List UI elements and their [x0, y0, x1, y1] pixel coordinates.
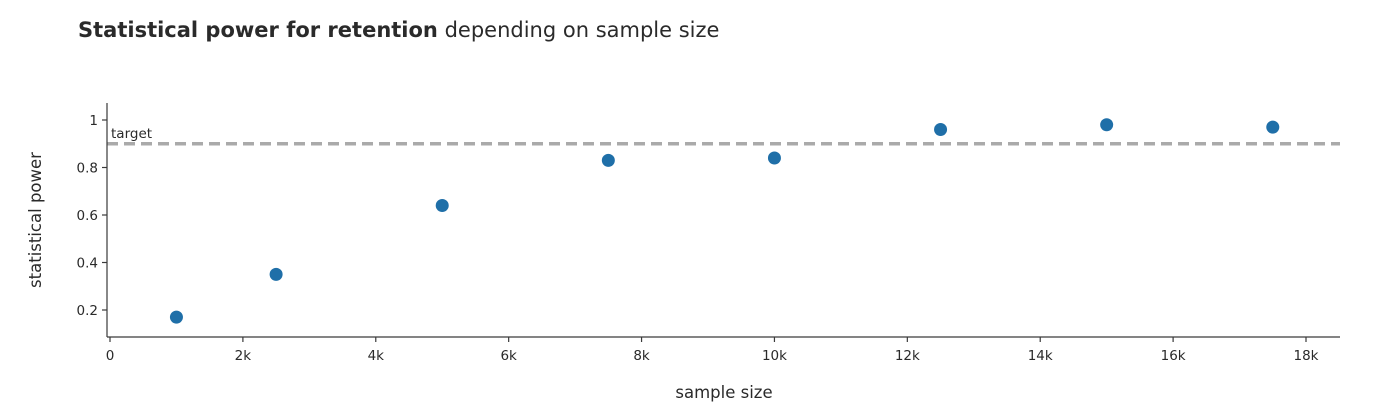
y-tick-label: 0.6 [77, 208, 98, 224]
data-point [1100, 118, 1114, 132]
chart-title-rest: depending on sample size [444, 18, 720, 42]
x-tick-label: 10k [762, 348, 787, 364]
y-tick-label: 0.8 [77, 161, 98, 177]
x-tick-label: 14k [1028, 348, 1053, 364]
y-tick-label: 1 [89, 113, 98, 129]
chart-title: Statistical power for retention dependin… [78, 18, 719, 42]
x-tick-label: 6k [500, 348, 517, 364]
x-tick-label: 2k [235, 348, 252, 364]
x-axis-title: sample size [675, 383, 772, 402]
data-point [601, 153, 615, 167]
data-point [1266, 120, 1280, 134]
data-point [435, 199, 449, 212]
y-axis-title: statistical power [26, 152, 45, 288]
x-tick-label: 16k [1161, 348, 1186, 364]
points-layer [169, 118, 1280, 324]
y-tick-label: 0.2 [77, 303, 98, 319]
data-point [934, 123, 948, 136]
x-tick-label: 8k [633, 348, 650, 364]
target-label: target [111, 126, 152, 142]
x-tick-label: 4k [368, 348, 385, 364]
data-point [169, 310, 183, 324]
y-tick-label: 0.4 [77, 256, 98, 272]
chart-title-bold: Statistical power for retention [78, 18, 438, 42]
axes-layer: 0.2 0.4 0.6 0.8 1 0 2k 4k 6k 8k 10k 12k 14k 16k 18k [77, 103, 1340, 364]
x-tick-label: 0 [106, 348, 115, 364]
reference-line-layer: target [107, 126, 1340, 146]
data-point [767, 151, 781, 165]
data-point [269, 267, 283, 281]
x-tick-label: 18k [1294, 348, 1319, 364]
x-tick-label: 12k [895, 348, 920, 364]
